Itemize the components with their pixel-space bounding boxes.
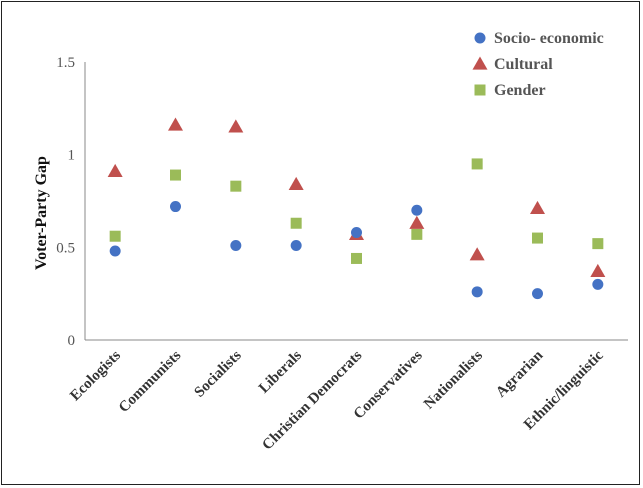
data-point-square bbox=[230, 180, 242, 192]
series-circle bbox=[109, 201, 604, 300]
legend-label: Gender bbox=[494, 82, 546, 99]
data-point-triangle bbox=[288, 176, 304, 190]
data-point-triangle bbox=[409, 215, 425, 229]
series-square bbox=[109, 158, 604, 264]
data-point-triangle bbox=[228, 119, 244, 133]
category-label: Communists bbox=[116, 347, 185, 416]
category-label: Christian Democrats bbox=[259, 347, 365, 453]
data-point-square bbox=[109, 230, 121, 242]
data-point-circle bbox=[290, 239, 302, 251]
y-tick-label: 0.5 bbox=[56, 240, 75, 256]
data-point-triangle bbox=[107, 163, 123, 177]
data-point-triangle bbox=[530, 200, 545, 215]
category-label: Liberals bbox=[256, 347, 305, 396]
y-tick-label: 0 bbox=[68, 333, 76, 349]
legend-label: Cultural bbox=[494, 56, 553, 73]
data-point-square bbox=[592, 238, 604, 250]
y-tick-label: 1 bbox=[68, 148, 76, 164]
data-point-circle bbox=[471, 286, 483, 298]
data-point-circle bbox=[411, 204, 423, 216]
data-point-square bbox=[471, 158, 483, 170]
y-tick-labels: 0 0.5 1 1.5 bbox=[56, 55, 75, 349]
data-point-square bbox=[411, 228, 423, 240]
data-point-square bbox=[290, 217, 302, 229]
data-point-square bbox=[170, 169, 181, 181]
data-point-circle bbox=[230, 239, 242, 251]
category-label: Agrarian bbox=[493, 347, 547, 401]
data-point-circle bbox=[170, 201, 181, 213]
category-label: Socialists bbox=[191, 347, 244, 400]
data-point-circle bbox=[351, 227, 362, 239]
legend-marker-square bbox=[474, 84, 486, 96]
data-points bbox=[107, 117, 606, 300]
legend: Socio- economic Cultural Gender bbox=[472, 30, 604, 99]
y-tick-label: 1.5 bbox=[56, 55, 75, 71]
legend-label: Socio- economic bbox=[494, 30, 604, 47]
category-label: Ecologists bbox=[67, 347, 124, 404]
data-point-square bbox=[351, 252, 362, 264]
data-point-circle bbox=[532, 288, 543, 300]
data-point-triangle bbox=[590, 263, 606, 278]
y-axis-title: Voter-Party Gap bbox=[33, 156, 50, 270]
legend-marker-triangle bbox=[472, 56, 488, 70]
legend-marker-circle bbox=[474, 32, 486, 44]
data-point-circle bbox=[592, 278, 604, 290]
data-point-circle bbox=[109, 245, 121, 257]
data-point-triangle bbox=[168, 117, 183, 131]
data-point-square bbox=[532, 232, 543, 244]
category-label: Nationalists bbox=[421, 347, 486, 412]
data-point-triangle bbox=[469, 247, 485, 261]
